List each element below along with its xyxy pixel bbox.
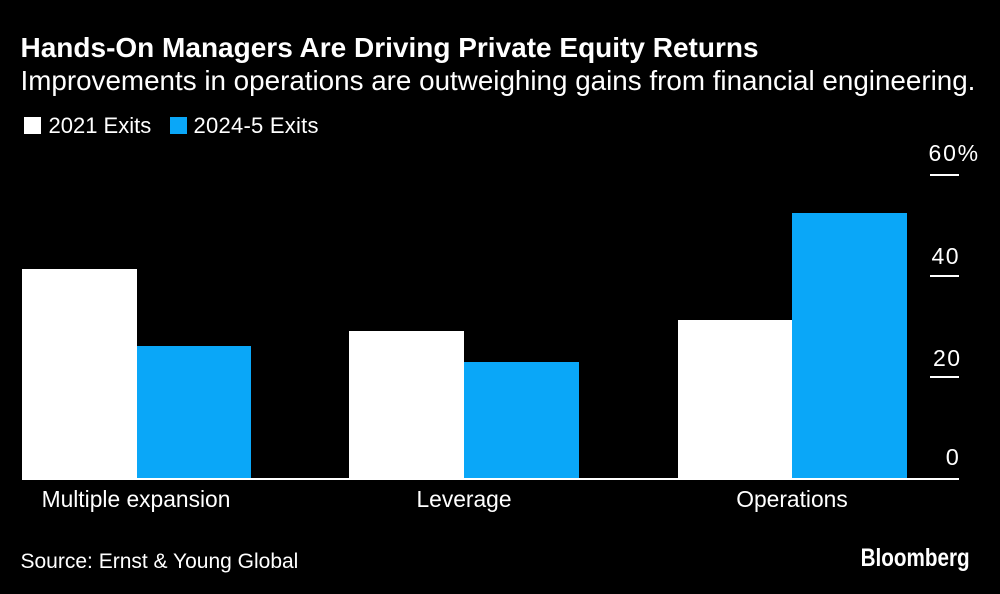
svg-text:Bloomberg: Bloomberg bbox=[861, 544, 970, 572]
